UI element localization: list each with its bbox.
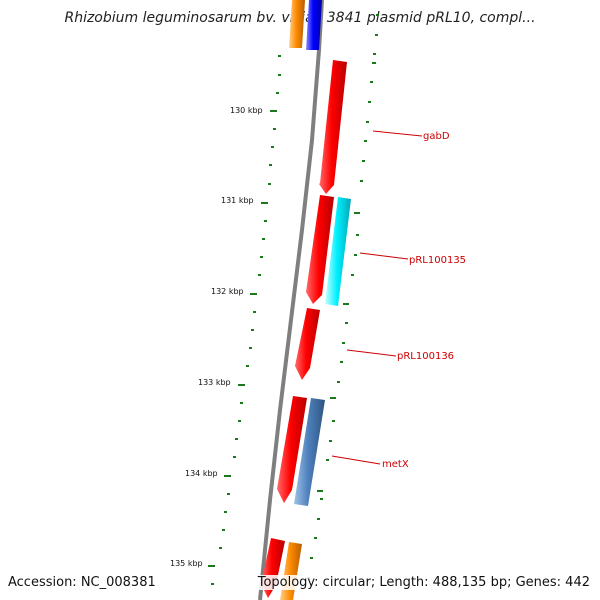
gene-orange-top[interactable] [289,0,305,48]
gene-label-metX[interactable]: metX [382,459,409,470]
gene-red-131[interactable] [306,195,334,304]
plasmid-backbone [258,0,324,600]
inner-scale-track [208,55,281,585]
gene-label-gabD[interactable]: gabD [423,131,450,142]
accession-text: Accession: NC_008381 [8,575,156,590]
gene-pRL100136[interactable] [295,308,320,380]
gene-orange-bottom[interactable] [280,542,302,600]
leader-metX [331,455,381,465]
kbp-label-133: 133 kbp [198,378,231,387]
kbp-label-130: 130 kbp [230,106,263,115]
gene-label-pRL100135[interactable]: pRL100135 [409,255,466,266]
gene-blue-top[interactable] [306,0,322,50]
gene-gabD[interactable] [319,60,347,194]
kbp-label-134: 134 kbp [185,469,218,478]
gene-red-134[interactable] [277,396,307,503]
topology-summary: Topology: circular; Length: 488,135 bp; … [255,575,590,590]
kbp-label-135: 135 kbp [170,559,203,568]
kbp-label-132: 132 kbp [211,287,244,296]
gene-label-pRL100136[interactable]: pRL100136 [397,351,454,362]
leader-pRL100135 [359,252,409,260]
leader-pRL100136 [346,349,397,357]
leader-gabD [372,130,423,137]
gene-metX[interactable] [294,398,325,506]
outer-tick-track [307,14,379,579]
kbp-label-131: 131 kbp [221,196,254,205]
gene-pRL100135[interactable] [325,197,351,306]
